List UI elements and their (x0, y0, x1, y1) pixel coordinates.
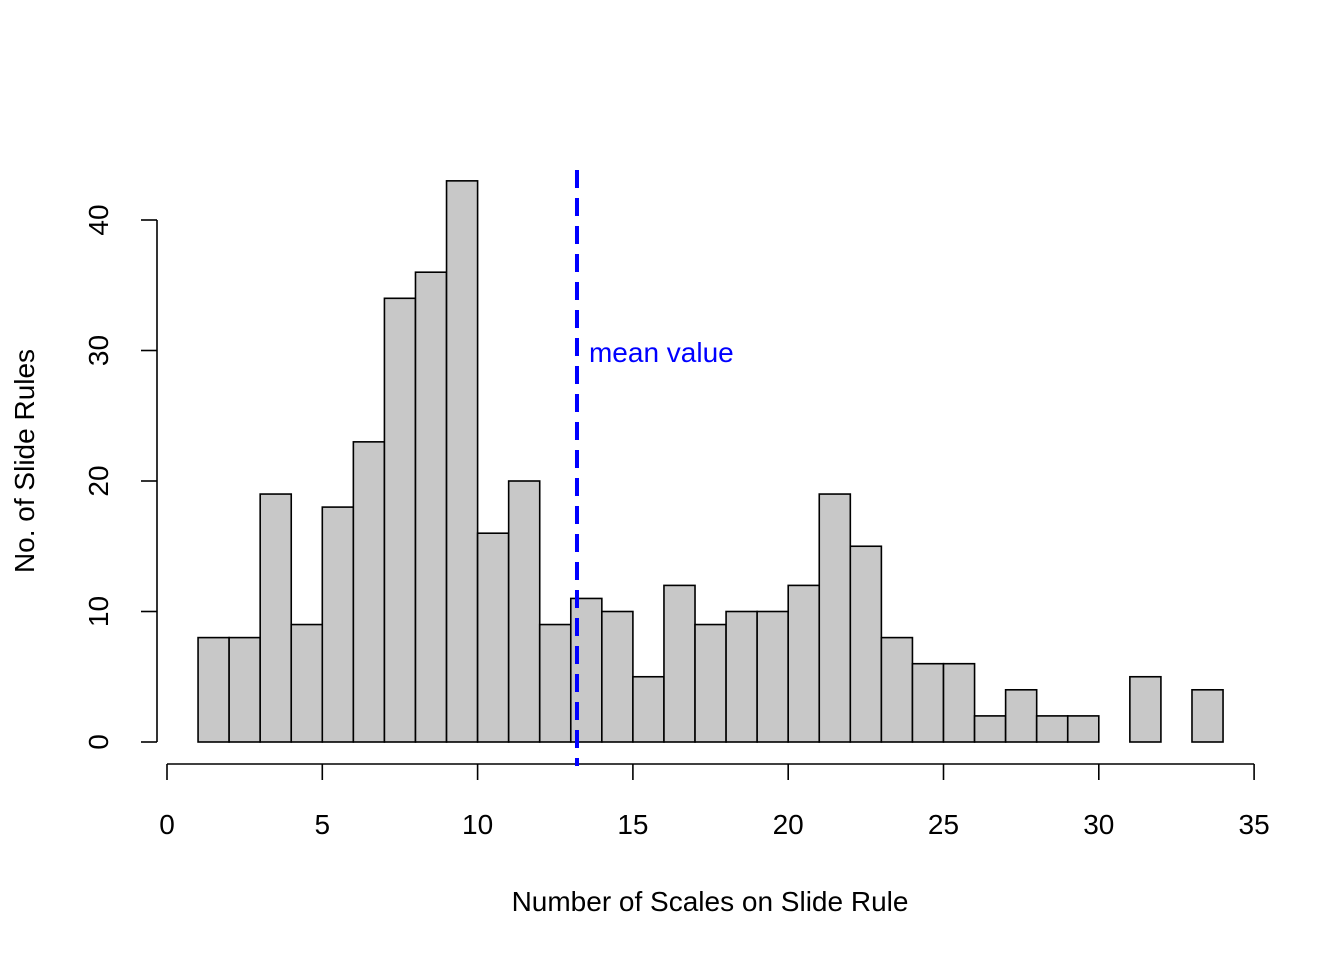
histogram-bar (476, 532, 510, 743)
histogram-bar (756, 610, 790, 743)
histogram-bar (632, 675, 665, 743)
histogram-bar (259, 493, 293, 743)
histogram-bar (942, 662, 976, 743)
histogram-bar (445, 180, 479, 743)
x-tick-label: 0 (159, 809, 175, 840)
histogram-bar (197, 636, 230, 743)
x-tick-label: 15 (617, 809, 648, 840)
histogram-bar (849, 545, 883, 743)
x-tick-label: 35 (1239, 809, 1270, 840)
histogram-bar (880, 636, 914, 743)
y-tick-label: 30 (83, 335, 114, 366)
histogram-bar (507, 480, 541, 743)
histogram-bar (725, 610, 758, 743)
histogram-bar (290, 623, 324, 743)
histogram-bar (228, 636, 261, 743)
x-tick-label: 25 (928, 809, 959, 840)
histogram-bar (383, 297, 417, 743)
x-tick-label: 10 (462, 809, 493, 840)
histogram-bar (663, 584, 696, 743)
y-axis: 0 10 20 30 40 (83, 204, 158, 750)
y-tick-label: 10 (83, 596, 114, 627)
histogram-bar (321, 506, 355, 743)
histogram-bar (1035, 715, 1069, 743)
x-axis: 0 5 10 15 20 25 30 35 (159, 763, 1270, 840)
histogram-bar (973, 715, 1007, 743)
histogram-bar (694, 623, 727, 743)
x-axis-title: Number of Scales on Slide Rule (512, 886, 909, 917)
histogram-bars (197, 180, 1224, 743)
y-tick-label: 0 (83, 734, 114, 750)
histogram-bar (787, 584, 821, 743)
histogram-bar (601, 610, 634, 743)
histogram-bar (538, 623, 572, 743)
histogram-bar (911, 662, 945, 743)
histogram-bar (1066, 715, 1100, 743)
y-axis-title: No. of Slide Rules (9, 349, 40, 573)
y-tick-label: 40 (83, 204, 114, 235)
histogram-bar (352, 441, 386, 743)
x-tick-label: 20 (773, 809, 804, 840)
histogram-bar (1129, 675, 1162, 743)
histogram-bar (1004, 688, 1038, 743)
x-tick-label: 30 (1083, 809, 1114, 840)
x-tick-label: 5 (315, 809, 331, 840)
histogram-bar (414, 271, 448, 743)
histogram-bar (1191, 688, 1224, 743)
histogram-bar (818, 493, 852, 743)
mean-label: mean value (589, 337, 734, 368)
mean-marker: mean value (574, 170, 734, 766)
y-tick-label: 20 (83, 465, 114, 496)
